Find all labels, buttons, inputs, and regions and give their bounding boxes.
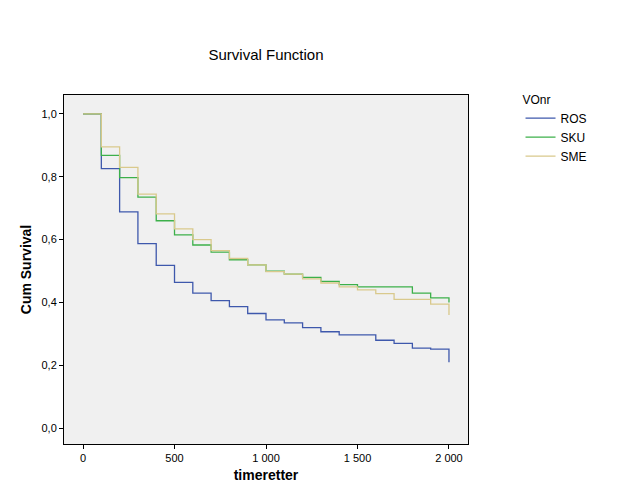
svg-text:0,4: 0,4 [42,296,57,308]
svg-text:Survival Function: Survival Function [208,46,323,63]
svg-text:1,0: 1,0 [42,108,57,120]
svg-text:SKU: SKU [561,131,586,145]
svg-text:500: 500 [165,452,183,464]
svg-text:0,2: 0,2 [42,359,57,371]
svg-text:0,8: 0,8 [42,171,57,183]
svg-text:0: 0 [80,452,86,464]
svg-text:0,6: 0,6 [42,233,57,245]
svg-text:1 000: 1 000 [252,452,280,464]
svg-text:1 500: 1 500 [344,452,372,464]
svg-text:2 000: 2 000 [435,452,463,464]
svg-text:Cum Survival: Cum Survival [18,225,34,314]
svg-text:SME: SME [561,150,587,164]
svg-text:ROS: ROS [561,112,587,126]
svg-text:VOnr: VOnr [523,93,551,107]
svg-text:timeretter: timeretter [234,467,299,483]
svg-text:0,0: 0,0 [42,422,57,434]
